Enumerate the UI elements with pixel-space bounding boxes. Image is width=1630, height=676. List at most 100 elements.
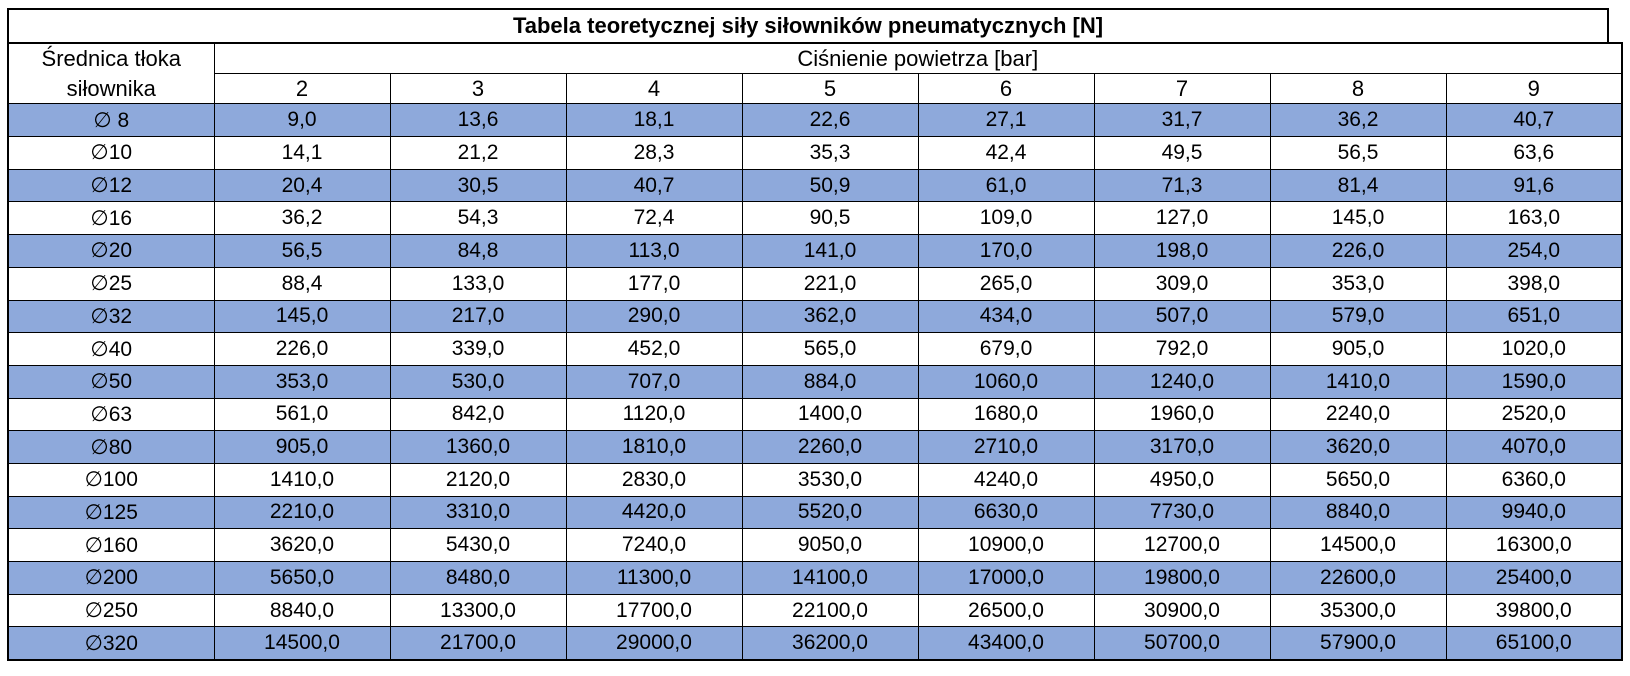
force-value-cell: 40,7 <box>1445 103 1623 138</box>
force-value-cell: 452,0 <box>565 332 743 366</box>
pressure-group-header: Ciśnienie powietrza [bar] <box>213 42 1623 75</box>
table-row: ∅320 14500,0 21700,0 29000,0 36200,0 43400,0 5… <box>7 626 1623 661</box>
force-value-cell: 1410,0 <box>1269 364 1447 399</box>
force-value-cell: 1960,0 <box>1093 397 1271 432</box>
diameter-cell: ∅20 <box>7 234 215 268</box>
diameter-cell: ∅50 <box>7 364 215 399</box>
force-value-cell: 4070,0 <box>1445 430 1623 464</box>
diameter-cell: ∅40 <box>7 332 215 366</box>
force-value-cell: 57900,0 <box>1269 626 1447 661</box>
force-value-cell: 42,4 <box>917 136 1095 170</box>
force-value-cell: 25400,0 <box>1445 561 1623 595</box>
table-row: ∅20 56,5 84,8 113,0 141,0 170,0 198,0 226,0 254,… <box>7 234 1623 268</box>
force-value-cell: 226,0 <box>213 332 391 366</box>
force-value-cell: 61,0 <box>917 168 1095 203</box>
force-value-cell: 49,5 <box>1093 136 1271 170</box>
force-value-cell: 1810,0 <box>565 430 743 464</box>
diameter-cell: ∅63 <box>7 397 215 432</box>
force-value-cell: 21,2 <box>389 136 567 170</box>
force-value-cell: 217,0 <box>389 299 567 334</box>
force-value-cell: 707,0 <box>565 364 743 399</box>
force-value-cell: 4420,0 <box>565 495 743 530</box>
force-value-cell: 1020,0 <box>1445 332 1623 366</box>
force-value-cell: 1410,0 <box>213 462 391 497</box>
force-value-cell: 91,6 <box>1445 168 1623 203</box>
force-value-cell: 113,0 <box>565 234 743 268</box>
force-value-cell: 141,0 <box>741 234 919 268</box>
table-row: ∅32 145,0 217,0 290,0 362,0 434,0 507,0 579,0 65… <box>7 299 1623 334</box>
force-value-cell: 8840,0 <box>1269 495 1447 530</box>
force-value-cell: 18,1 <box>565 103 743 138</box>
force-value-cell: 434,0 <box>917 299 1095 334</box>
force-value-cell: 4240,0 <box>917 462 1095 497</box>
force-value-cell: 72,4 <box>565 201 743 236</box>
force-value-cell: 13300,0 <box>389 593 567 628</box>
force-value-cell: 565,0 <box>741 332 919 366</box>
force-value-cell: 35300,0 <box>1269 593 1447 628</box>
force-value-cell: 43400,0 <box>917 626 1095 661</box>
force-value-cell: 28,3 <box>565 136 743 170</box>
group-header-row: Średnica tłoka siłownika Ciśnienie powie… <box>7 42 1623 105</box>
table-row: ∅250 8840,0 13300,0 17700,0 22100,0 26500,0 30… <box>7 593 1623 628</box>
force-value-cell: 31,7 <box>1093 103 1271 138</box>
force-value-cell: 11300,0 <box>565 561 743 595</box>
pressure-col-header: 5 <box>741 73 919 105</box>
force-value-cell: 84,8 <box>389 234 567 268</box>
force-value-cell: 14100,0 <box>741 561 919 595</box>
diameter-cell: ∅160 <box>7 528 215 562</box>
force-value-cell: 16300,0 <box>1445 528 1623 562</box>
table-row: ∅12 20,4 30,5 40,7 50,9 61,0 71,3 81,4 91,6 <box>7 168 1623 203</box>
force-value-cell: 5430,0 <box>389 528 567 562</box>
force-value-cell: 20,4 <box>213 168 391 203</box>
force-value-cell: 5650,0 <box>1269 462 1447 497</box>
force-value-cell: 1120,0 <box>565 397 743 432</box>
force-value-cell: 81,4 <box>1269 168 1447 203</box>
force-value-cell: 170,0 <box>917 234 1095 268</box>
table-row: ∅50 353,0 530,0 707,0 884,0 1060,0 1240,0 1410,… <box>7 364 1623 399</box>
force-value-cell: 3620,0 <box>213 528 391 562</box>
force-value-cell: 63,6 <box>1445 136 1623 170</box>
force-value-cell: 1240,0 <box>1093 364 1271 399</box>
force-value-cell: 1400,0 <box>741 397 919 432</box>
force-value-cell: 27,1 <box>917 103 1095 138</box>
force-value-cell: 2520,0 <box>1445 397 1623 432</box>
force-value-cell: 26500,0 <box>917 593 1095 628</box>
force-value-cell: 7240,0 <box>565 528 743 562</box>
force-value-cell: 65100,0 <box>1445 626 1623 661</box>
pressure-col-header: 4 <box>565 73 743 105</box>
force-value-cell: 14,1 <box>213 136 391 170</box>
table-row: ∅80 905,0 1360,0 1810,0 2260,0 2710,0 3170,0 36… <box>7 430 1623 464</box>
pressure-col-header: 8 <box>1269 73 1447 105</box>
force-value-cell: 221,0 <box>741 266 919 301</box>
force-value-cell: 14500,0 <box>1269 528 1447 562</box>
force-value-cell: 290,0 <box>565 299 743 334</box>
diameter-cell: ∅ 8 <box>7 103 215 138</box>
force-value-cell: 29000,0 <box>565 626 743 661</box>
pressure-col-header: 3 <box>389 73 567 105</box>
table-row: ∅16 36,2 54,3 72,4 90,5 109,0 127,0 145,0 163,0 <box>7 201 1623 236</box>
table-row: ∅25 88,4 133,0 177,0 221,0 265,0 309,0 353,0 398… <box>7 266 1623 301</box>
force-value-cell: 905,0 <box>1269 332 1447 366</box>
force-value-cell: 36,2 <box>1269 103 1447 138</box>
table-row: ∅40 226,0 339,0 452,0 565,0 679,0 792,0 905,0 10… <box>7 332 1623 366</box>
force-value-cell: 13,6 <box>389 103 567 138</box>
force-value-cell: 127,0 <box>1093 201 1271 236</box>
diameter-column-header: Średnica tłoka siłownika <box>7 42 215 105</box>
diameter-cell: ∅16 <box>7 201 215 236</box>
force-value-cell: 507,0 <box>1093 299 1271 334</box>
force-value-cell: 12700,0 <box>1093 528 1271 562</box>
force-value-cell: 7730,0 <box>1093 495 1271 530</box>
force-value-cell: 109,0 <box>917 201 1095 236</box>
force-value-cell: 226,0 <box>1269 234 1447 268</box>
force-value-cell: 56,5 <box>1269 136 1447 170</box>
force-table-sheet: Tabela teoretycznej siły siłowników pneu… <box>7 8 1624 662</box>
force-value-cell: 842,0 <box>389 397 567 432</box>
force-value-cell: 561,0 <box>213 397 391 432</box>
force-value-cell: 1360,0 <box>389 430 567 464</box>
force-value-cell: 39800,0 <box>1445 593 1623 628</box>
force-value-cell: 6360,0 <box>1445 462 1623 497</box>
force-value-cell: 265,0 <box>917 266 1095 301</box>
force-value-cell: 35,3 <box>741 136 919 170</box>
force-value-cell: 10900,0 <box>917 528 1095 562</box>
